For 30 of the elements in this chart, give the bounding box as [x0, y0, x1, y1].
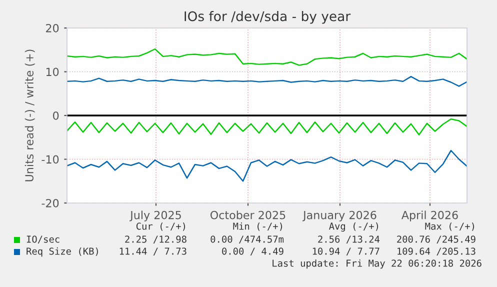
text: 0.00 /474.57m [210, 236, 284, 244]
chart-title: IOs for /dev/sda - by year [184, 11, 351, 24]
text: Cur (-/+) [136, 222, 186, 231]
x-tick-label: April 2026 [401, 210, 458, 222]
y-tick-label: 20 [46, 24, 59, 32]
text: 200.76 /245.49 [397, 236, 476, 244]
text: Min (-/+) [233, 222, 282, 231]
text: Avg (-/+) [329, 222, 378, 232]
text: 11.44 / 7.73 [120, 248, 186, 256]
legend-label: Req Size (KB) [26, 247, 98, 257]
y-tick-label: 0 [53, 111, 59, 120]
x-tick-label: July 2025 [130, 210, 181, 222]
text: 2.25 /12.98 [125, 236, 186, 244]
y-axis-title: Units read (-) / write (+) [24, 50, 35, 182]
text: 0.00 / 4.49 [222, 248, 284, 256]
x-tick-label: January 2026 [302, 210, 376, 222]
legend-label: IO/sec [26, 236, 60, 244]
x-tick-label: October 2025 [210, 210, 286, 220]
y-tick-label: -20 [42, 198, 59, 208]
line-series [67, 150, 467, 182]
text: Max (-/+) [425, 222, 474, 231]
text: 2.56 /13.24 [318, 236, 380, 244]
text: 109.64 /205.13 [398, 248, 476, 256]
y-tick-label: 10 [46, 68, 59, 76]
line-series [67, 118, 467, 136]
line-series [67, 76, 467, 87]
text: Last update: Fri May 22 06:20:18 2026 [272, 259, 482, 269]
text: 10.94 / 7.77 [312, 248, 380, 256]
line-series [67, 48, 467, 66]
y-tick-label: -10 [42, 155, 59, 164]
